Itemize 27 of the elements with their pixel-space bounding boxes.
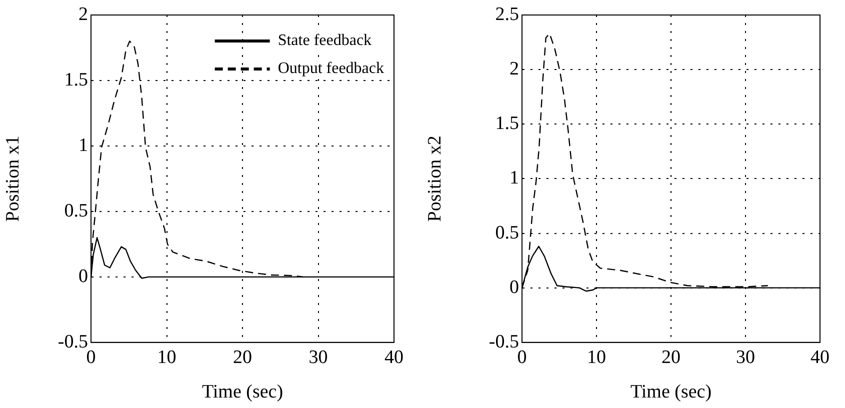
x-tick-label: 30	[308, 346, 328, 368]
y-tick-label: -0.5	[488, 331, 519, 352]
x-tick-label: 40	[384, 346, 404, 368]
y-tick-label: 1	[78, 134, 88, 156]
y-tick-label: 1.5	[495, 113, 519, 134]
y-tick-label: 2	[78, 4, 88, 25]
x-tick-label: 10	[157, 346, 176, 368]
x-tick-label: 30	[736, 346, 755, 368]
y-tick-label: 2.5	[495, 4, 519, 25]
y-tick-label: 0.5	[64, 200, 88, 222]
x-axis-title: Time (sec)	[202, 382, 284, 403]
x-tick-label: 20	[233, 346, 252, 368]
x-axis-title: Time (sec)	[630, 382, 712, 403]
y-tick-label: 1.5	[64, 69, 88, 90]
y-tick-label: -0.5	[58, 331, 88, 352]
y-axis-title: Position x1	[2, 136, 24, 222]
x-tick-label: 10	[587, 346, 606, 368]
y-tick-label: 1	[510, 168, 519, 189]
x-tick-label: 20	[662, 346, 680, 368]
y-tick-label: 0	[78, 266, 88, 287]
legend-label: State feedback	[278, 32, 372, 50]
x-tick-label: 40	[810, 346, 830, 368]
legend-label: Output feedback	[278, 60, 384, 78]
y-tick-label: 0	[510, 276, 519, 298]
y-tick-label: 2	[510, 58, 519, 80]
y-axis-title: Position x2	[424, 136, 446, 222]
y-tick-label: 0.5	[495, 222, 519, 244]
